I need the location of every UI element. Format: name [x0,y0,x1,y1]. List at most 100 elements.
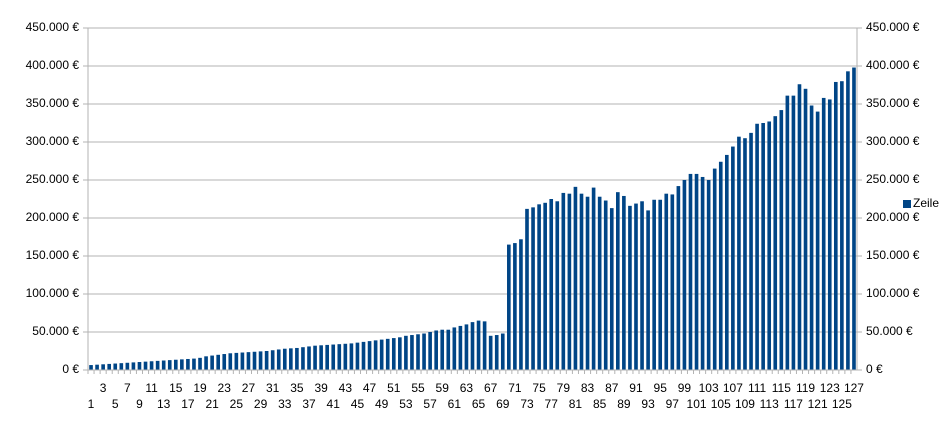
y-tick-label: 250.000 € [26,172,80,186]
x-tick-label: 37 [302,397,316,411]
bar [670,194,675,370]
bar [404,335,408,370]
bar [131,362,136,370]
x-tick-label: 55 [411,381,425,395]
y2-tick-label: 200.000 € [866,210,920,224]
bar [700,176,705,370]
bar [180,359,184,370]
bar [755,123,759,370]
bar [307,346,311,370]
y2-tick-label: 100.000 € [866,286,920,300]
x-tick-label: 43 [339,381,353,395]
x-tick-label: 71 [508,381,522,395]
bar [688,173,693,370]
x-tick-label: 45 [351,397,365,411]
bar [694,173,699,370]
bar [282,348,287,370]
y-tick-label: 200.000 € [26,210,80,224]
bar [500,333,505,370]
x-tick-label: 81 [569,397,583,411]
bar [385,338,390,370]
bar [246,352,251,370]
x-tick-label: 95 [654,381,668,395]
x-tick-label: 109 [735,397,755,411]
bar [295,347,299,370]
bar [373,340,378,370]
bar [840,81,844,370]
bar [767,121,772,370]
bar [125,362,130,370]
bar [640,201,644,370]
x-tick-label: 11 [145,381,158,395]
bar [204,356,208,370]
x-tick-label: 73 [520,397,534,411]
x-tick-label: 39 [314,381,328,395]
bar [815,111,820,370]
x-tick-label: 111 [748,381,767,395]
x-tick-label: 23 [218,381,232,395]
x-tick-label: 61 [448,397,462,411]
bar [155,360,160,370]
y-tick-label: 300.000 € [26,134,80,148]
bar [555,201,560,370]
y2-tick-label: 450.000 € [866,20,920,34]
bar [616,192,620,370]
x-tick-label: 21 [205,397,219,411]
bar [379,339,384,370]
bar [525,208,529,370]
x-tick-label: 103 [699,381,719,395]
bar [119,363,124,370]
bar [609,208,614,370]
bar [628,205,632,370]
bar [210,355,214,370]
x-tick-label: 121 [808,397,828,411]
bar [161,360,166,370]
x-tick-label: 51 [387,381,401,395]
bar [827,99,832,370]
y2-tick-label: 400.000 € [866,58,920,72]
x-tick-label: 87 [605,381,619,395]
x-tick-label: 123 [820,381,840,395]
bar [367,341,372,370]
bar [664,193,669,370]
bar [228,353,233,370]
x-tick-label: 35 [290,381,304,395]
x-tick-label: 107 [723,381,743,395]
bar [507,244,511,370]
y2-tick-label: 300.000 € [866,134,920,148]
x-tick-label: 19 [193,381,207,395]
bar [682,180,687,370]
bar [313,345,317,370]
bar [101,364,105,370]
x-tick-label: 13 [157,397,171,411]
bar [149,361,154,370]
x-tick-label: 57 [423,397,437,411]
x-tick-label: 31 [266,381,280,395]
y-tick-label: 450.000 € [26,20,80,34]
x-tick-label: 125 [832,397,852,411]
bar [646,210,650,370]
bar [446,329,451,370]
bar [476,320,481,370]
bar [325,344,329,370]
y2-tick-label: 350.000 € [866,96,920,110]
bar [718,161,723,370]
bar [192,358,196,370]
y-tick-label: 100.000 € [26,286,80,300]
bar [779,110,784,370]
bar [652,199,656,370]
bar [289,348,293,370]
bar [89,365,93,370]
y-tick-label: 50.000 € [32,324,79,338]
x-tick-label: 83 [581,381,595,395]
bar [597,196,602,370]
x-tick-label: 119 [796,381,815,395]
bar [749,132,753,370]
bar [167,360,172,370]
bar [797,84,802,371]
bar [585,196,590,370]
bar [603,200,608,370]
bar [785,95,790,370]
bar [343,343,348,370]
